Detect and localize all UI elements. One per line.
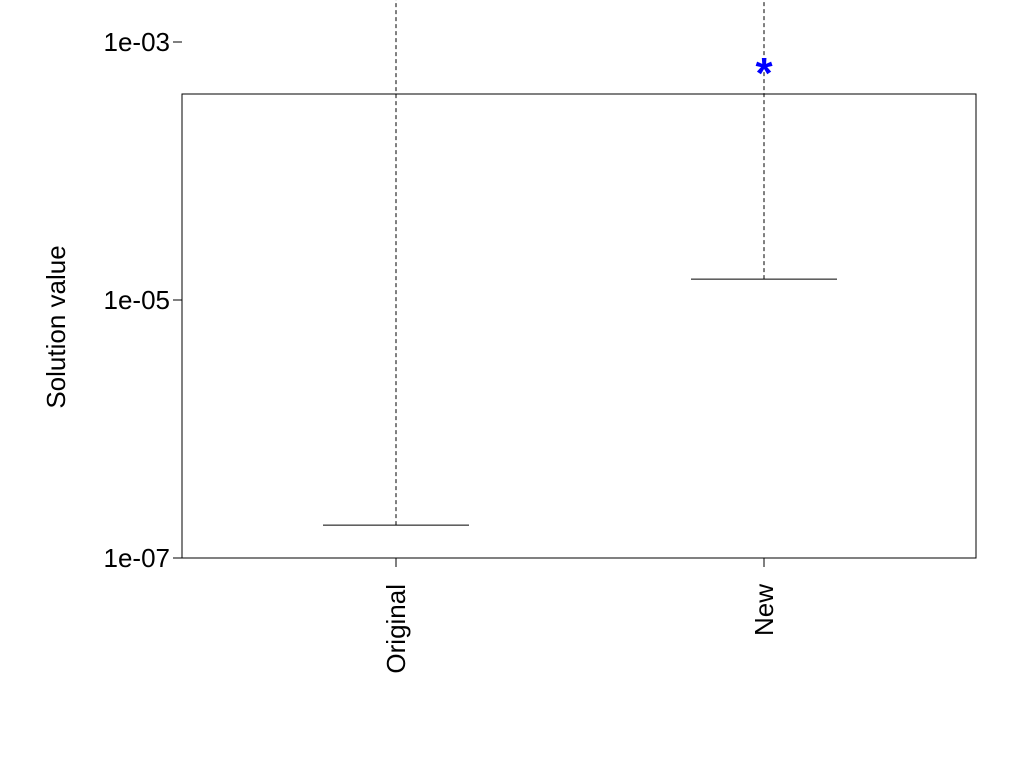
- significance-marker: *: [755, 49, 773, 98]
- labels-layer: Solution value Original New *: [41, 49, 779, 674]
- box-group-original: [323, 0, 469, 526]
- x-tick-label: New: [749, 584, 779, 636]
- y-tick-label: 1e-03: [104, 27, 171, 57]
- box-group-new: [691, 0, 837, 280]
- y-axis-label: Solution value: [41, 245, 71, 408]
- boxes-layer: [323, 0, 837, 526]
- y-tick-label: 1e-05: [104, 285, 171, 315]
- x-tick-label: Original: [381, 584, 411, 674]
- plot-frame: [181, 93, 977, 559]
- y-tick-label: 1e-07: [104, 543, 171, 573]
